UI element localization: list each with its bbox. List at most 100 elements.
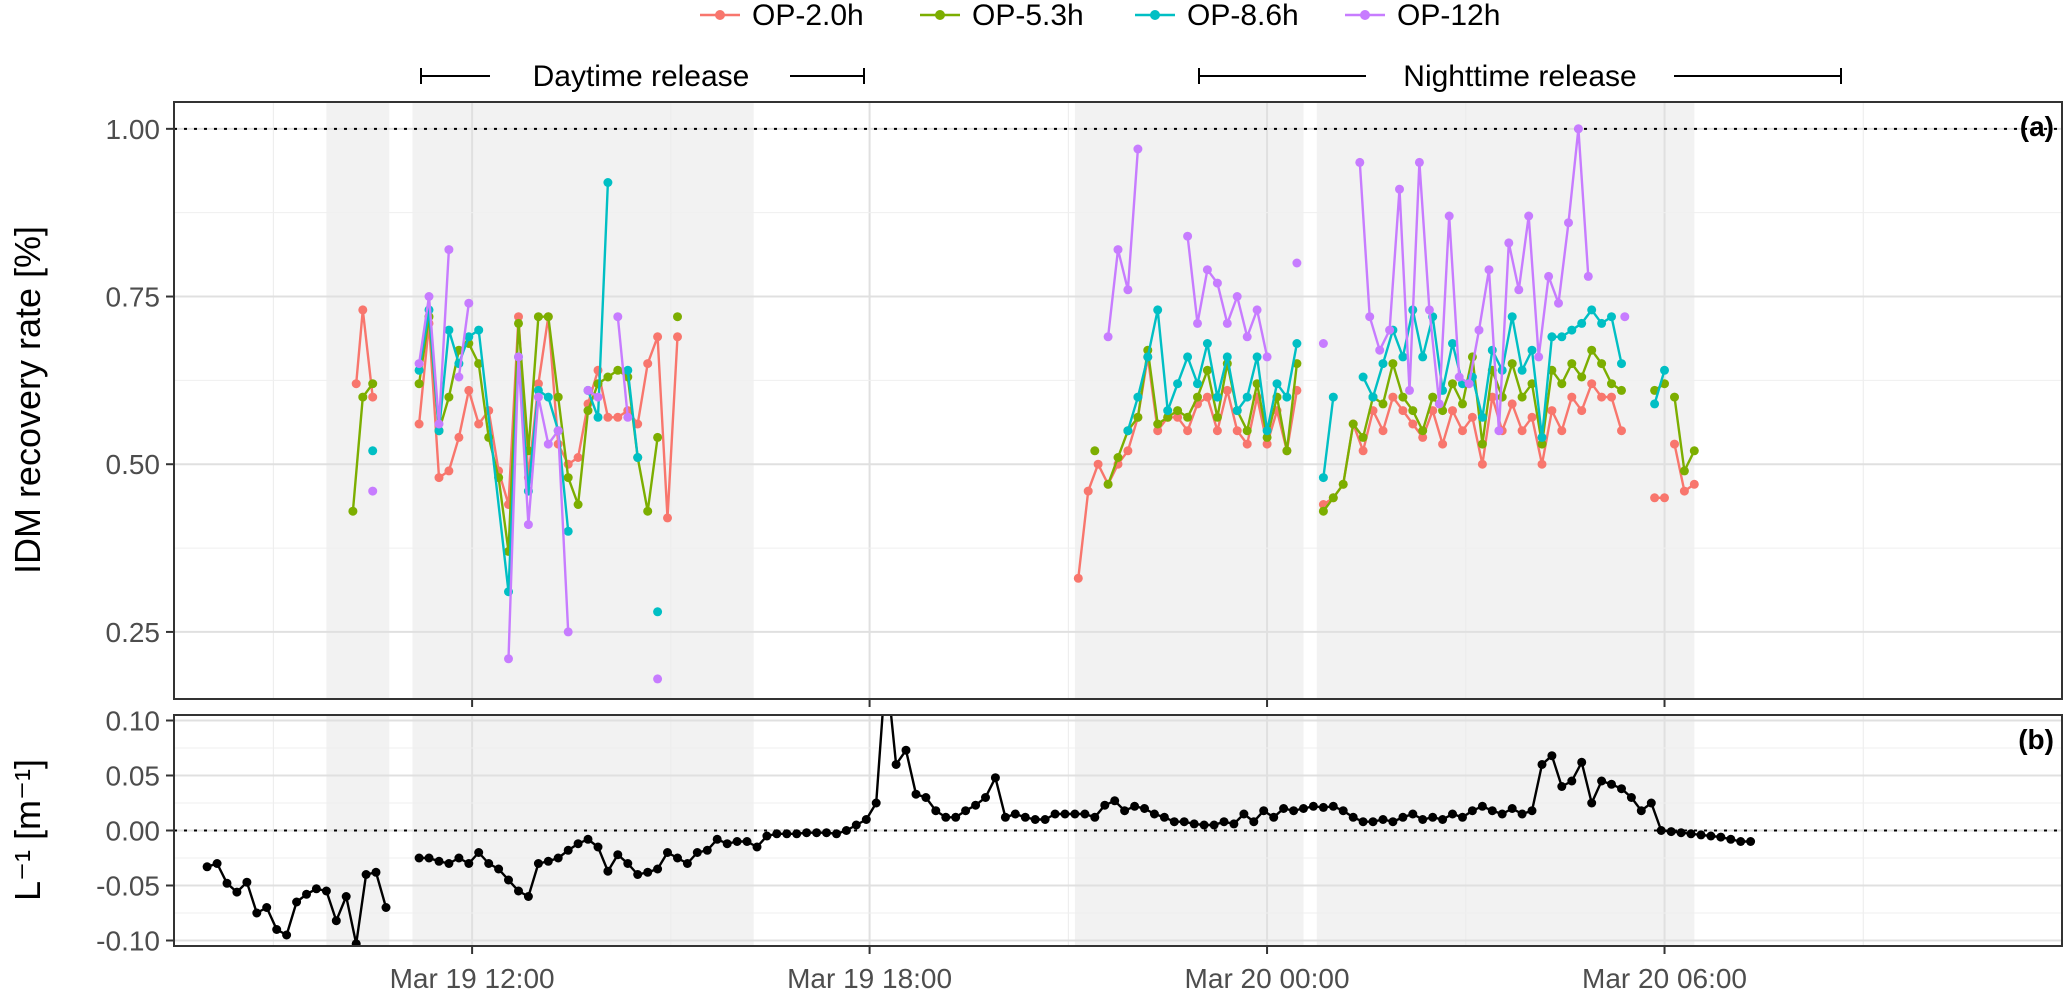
panel-a-data-point — [1414, 157, 1424, 167]
panel-b-data-point — [553, 853, 563, 863]
panel-a-data-point — [1587, 345, 1597, 355]
panel-b-data-point — [1477, 801, 1487, 811]
panel-a-data-point — [1202, 265, 1212, 275]
panel-b-data-point — [802, 828, 812, 838]
panel-b-data-point — [504, 875, 513, 885]
panel-a-data-point — [653, 674, 663, 684]
panel-a-data-point — [1183, 352, 1193, 362]
panel-a-data-point — [653, 607, 663, 617]
panel-a-data-point — [464, 332, 474, 342]
panel-a-data-point — [1252, 305, 1262, 315]
panel-b-data-point — [1358, 817, 1368, 827]
panel-b-data-point — [1090, 812, 1100, 822]
panel-b-data-point — [282, 930, 292, 940]
panel-a-series-line-segment — [1322, 396, 1335, 478]
panel-a-data-point — [368, 486, 378, 496]
panel-a-data-point — [573, 453, 583, 462]
panel-b-data-point — [1438, 815, 1448, 824]
panel-a-shaded-period-0 — [326, 102, 390, 699]
legend-key-point — [1150, 10, 1160, 20]
panel-a-data-point — [613, 412, 623, 422]
panel-a-data-point — [1428, 392, 1438, 402]
panel-b-data-point — [302, 889, 311, 899]
panel-a-data-point — [673, 332, 682, 342]
panel-a-data-point — [1212, 426, 1222, 436]
panel-a-data-point — [1534, 352, 1544, 362]
panel-a-data-point — [1474, 325, 1484, 335]
legend-key-point — [1360, 10, 1370, 20]
panel-a-data-point — [1444, 211, 1454, 221]
panel-a-data-point — [1458, 399, 1467, 409]
panel-b-data-point — [222, 878, 232, 888]
panel-a-data-point — [1607, 392, 1616, 402]
panel-a-data-point — [1567, 359, 1577, 369]
panel-a-data-point — [1398, 392, 1408, 402]
panel-a-data-point — [1537, 432, 1547, 442]
panel-a-data-point — [1123, 446, 1133, 456]
panel-a-data-point — [1504, 238, 1514, 248]
panel-a-data-point — [643, 359, 653, 369]
panel-a-data-point — [1405, 385, 1414, 395]
legend-label: OP-5.3h — [972, 0, 1084, 32]
panel-a-panel-label: (a) — [2020, 111, 2054, 142]
panel-b-y-tick-label: 0.05 — [106, 761, 161, 792]
panel-a-data-point — [1183, 426, 1193, 436]
panel-b-data-point — [772, 829, 782, 839]
panel-a-y-axis-label: IDM recovery rate [%] — [7, 226, 48, 574]
panel-b-data-point — [1448, 809, 1457, 819]
panel-b-data-point — [841, 826, 851, 835]
panel-a-data-point — [1554, 298, 1563, 308]
panel-a-data-point — [414, 359, 424, 369]
panel-a-data-point — [623, 365, 633, 375]
panel-b-data-point — [1140, 804, 1149, 813]
panel-a-data-point — [623, 412, 633, 422]
panel-a-data-point — [1133, 392, 1143, 402]
panel-a-data-point — [533, 385, 543, 395]
legend: OP-2.0h OP-5.3h OP-8.6h OP-12h — [700, 0, 1500, 32]
panel-b-x-tick-label: Mar 19 18:00 — [787, 963, 952, 994]
panel-a-shaded-period-1 — [412, 102, 754, 699]
panel-a-data-point — [563, 473, 573, 483]
panel-a-data-point — [1660, 493, 1669, 503]
panel-a-data-point — [1607, 312, 1616, 322]
panel-b-panel-label: (b) — [2018, 724, 2054, 755]
panel-a-data-point — [1464, 379, 1474, 389]
panel-a-data-point — [1507, 399, 1517, 409]
panel-a-data-point — [1537, 439, 1547, 449]
panel-b-data-point — [1577, 757, 1587, 767]
panel-b-data-point — [1418, 815, 1428, 824]
panel-b-data-point — [1557, 782, 1567, 791]
panel-a-series-line-segment — [1358, 127, 1590, 432]
panel-a-data-point — [1153, 426, 1163, 436]
panel-a-data-point — [1514, 285, 1524, 295]
panel-b-data-point — [1507, 804, 1517, 813]
panel-a-data-point — [583, 385, 593, 395]
panel-a-data-point — [414, 365, 424, 375]
panel-b-data-point — [1279, 804, 1289, 813]
panel-a-data-point — [563, 627, 573, 637]
panel-a-data-point — [633, 419, 643, 429]
panel-a-data-point — [1318, 339, 1328, 348]
panel-a-series-line-segment — [626, 370, 639, 458]
panel-b-data-point — [1497, 809, 1507, 819]
panel-b-data-point — [1706, 831, 1716, 841]
panel-a-data-point — [444, 325, 454, 335]
panel-a-data-point — [583, 406, 593, 416]
panel-b-data-point — [1189, 819, 1199, 829]
panel-a-data-point — [1494, 426, 1504, 436]
panel-a-data-point — [593, 392, 603, 402]
panel-a-data-point — [358, 392, 368, 402]
panel-b-y-tick-label: 0.00 — [106, 816, 161, 847]
panel-a-data-point — [613, 365, 623, 375]
panel-a-data-point — [543, 439, 553, 449]
panel-a-data-point — [1262, 439, 1272, 449]
panel-a-data-point — [1544, 271, 1554, 281]
panel-a-data-point — [643, 506, 653, 516]
panel-a-data-point — [1424, 305, 1434, 315]
panel-b-data-point — [961, 806, 971, 816]
panel-a-data-point — [414, 379, 424, 389]
panel-a-data-point — [663, 513, 672, 523]
panel-a-data-point — [1454, 372, 1464, 382]
panel-b-x-tick-label: Mar 20 00:00 — [1185, 963, 1350, 994]
